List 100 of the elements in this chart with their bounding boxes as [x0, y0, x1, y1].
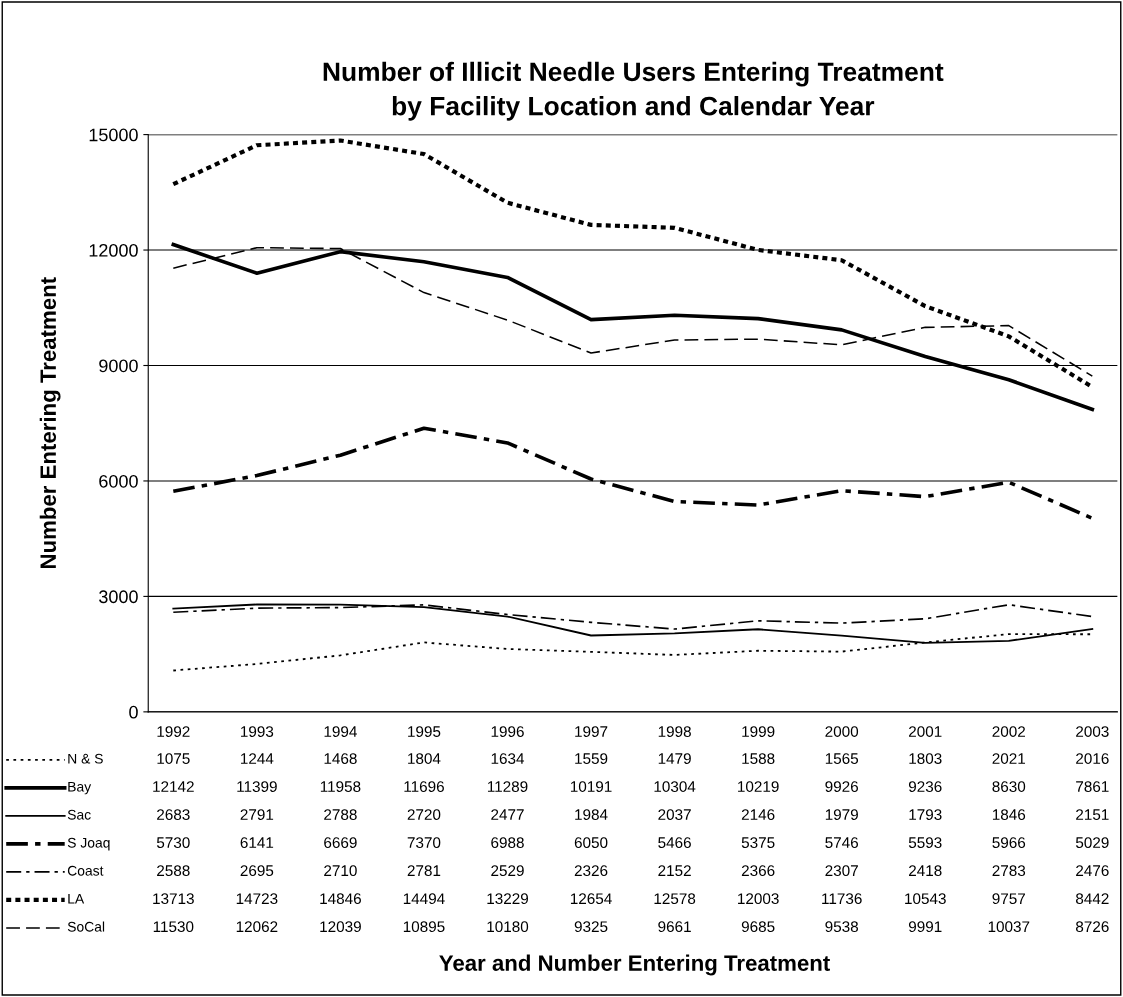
data-label: 2529: [491, 865, 524, 877]
data-label: 2695: [240, 865, 274, 877]
data-label: 9926: [825, 781, 858, 792]
y-tick-label: 3000: [99, 590, 138, 604]
text: Year and Number Entering Treatment: [439, 954, 830, 976]
data-label: 12039: [320, 921, 361, 933]
x-tick-label: 1997: [575, 726, 608, 737]
data-label: 5466: [658, 837, 691, 849]
data-label: 5375: [741, 837, 775, 849]
data-label: 1479: [658, 753, 691, 764]
legend-label: SoCal: [67, 921, 105, 932]
data-label: 2146: [741, 809, 775, 821]
data-label: 13229: [487, 893, 529, 905]
data-label: 2476: [1076, 865, 1109, 877]
y-tick-label: 15000: [89, 128, 138, 142]
data-label: 1984: [575, 809, 608, 821]
data-label: 11958: [320, 781, 361, 792]
data-label: 2683: [157, 809, 190, 821]
data-label: 9325: [574, 921, 608, 933]
legend-label: Sac: [67, 809, 91, 820]
x-tick-label: 1996: [491, 726, 524, 737]
data-label: 14494: [403, 893, 445, 905]
data-label: 9236: [908, 781, 942, 792]
data-label: 1565: [825, 753, 859, 764]
data-label: 12578: [654, 893, 696, 905]
x-tick-label: 2002: [992, 726, 1025, 737]
x-tick-label: 1993: [241, 726, 274, 737]
data-label: 8630: [992, 781, 1026, 792]
y-tick-label: 0: [129, 705, 138, 719]
y-tick-label: 9000: [99, 359, 138, 373]
data-label: 7861: [1076, 781, 1109, 792]
data-label: 2477: [491, 809, 524, 820]
data-label: 11289: [487, 781, 528, 792]
data-label: 1588: [742, 753, 775, 764]
data-label: 2152: [658, 865, 691, 877]
legend-label: S Joaq: [67, 837, 110, 851]
data-label: 1846: [992, 809, 1026, 821]
data-label: 12003: [738, 893, 779, 905]
data-label: 5746: [825, 837, 858, 849]
data-label: 6050: [574, 837, 608, 849]
data-label: 10219: [738, 781, 779, 792]
data-label: 13713: [153, 893, 194, 905]
data-label: 12142: [153, 781, 194, 792]
data-label: 1559: [575, 753, 608, 764]
data-label: 2791: [240, 809, 274, 821]
data-label: 2783: [992, 865, 1026, 877]
data-label: 2151: [1076, 809, 1109, 821]
data-label: 8442: [1075, 893, 1109, 905]
x-tick-label: 1998: [658, 726, 691, 737]
data-label: 2720: [407, 809, 441, 821]
data-label: 5593: [908, 837, 942, 849]
data-label: 9661: [658, 921, 691, 933]
data-label: 1804: [408, 753, 441, 764]
data-label: 5966: [992, 837, 1026, 849]
data-label: 10180: [487, 921, 529, 933]
data-label: 2418: [909, 865, 942, 877]
data-label: 1244: [241, 753, 274, 764]
data-label: 9991: [908, 921, 942, 933]
data-label: 2710: [324, 865, 357, 877]
data-label: 1634: [491, 753, 525, 764]
data-label: 8726: [1075, 921, 1109, 933]
x-tick-label: 2003: [1076, 726, 1109, 737]
data-label: 2781: [407, 865, 441, 877]
data-label: 2366: [741, 865, 775, 877]
data-label: 10895: [403, 921, 445, 933]
x-tick-label: 2000: [825, 726, 859, 737]
data-label: 2307: [825, 865, 858, 877]
data-label: 1793: [909, 809, 942, 821]
data-label: 2016: [1076, 753, 1109, 764]
data-label: 1979: [825, 809, 858, 821]
data-label: 11530: [153, 921, 194, 933]
data-label: 14846: [320, 893, 361, 905]
data-label: 2326: [574, 865, 608, 877]
x-tick-label: 2001: [909, 726, 942, 737]
x-tick-label: 1992: [157, 726, 190, 737]
x-tick-label: 1999: [742, 726, 775, 737]
legend-label: Bay: [68, 781, 92, 795]
legend-label: Coast: [67, 865, 104, 876]
data-label: 12062: [236, 921, 278, 933]
chart-title: Number of Illicit Needle Users Entering Treatment by Facility Location and Calendar Year: [323, 61, 944, 121]
data-label: 14723: [236, 893, 278, 905]
data-label: 10191: [570, 781, 612, 792]
data-label: 9538: [825, 921, 859, 933]
data-label: 2037: [658, 809, 691, 821]
y-axis-title: Number Entering Treatment: [39, 277, 61, 569]
data-label: 6141: [240, 837, 274, 849]
data-label: 9757: [992, 893, 1025, 905]
data-label: 10037: [988, 921, 1030, 933]
data-label: 2021: [992, 753, 1026, 764]
data-label: 6988: [491, 837, 524, 849]
data-label: 12654: [570, 893, 612, 905]
data-label: 1468: [324, 753, 357, 764]
data-label: 1803: [909, 753, 942, 764]
data-label: 9685: [741, 921, 775, 933]
data-label: 6669: [324, 837, 357, 849]
data-label: 2788: [324, 809, 357, 821]
x-tick-label: 1995: [408, 726, 441, 737]
data-label: 1075: [157, 753, 190, 764]
data-label: 7370: [407, 837, 441, 849]
x-tick-label: 1994: [324, 726, 357, 737]
